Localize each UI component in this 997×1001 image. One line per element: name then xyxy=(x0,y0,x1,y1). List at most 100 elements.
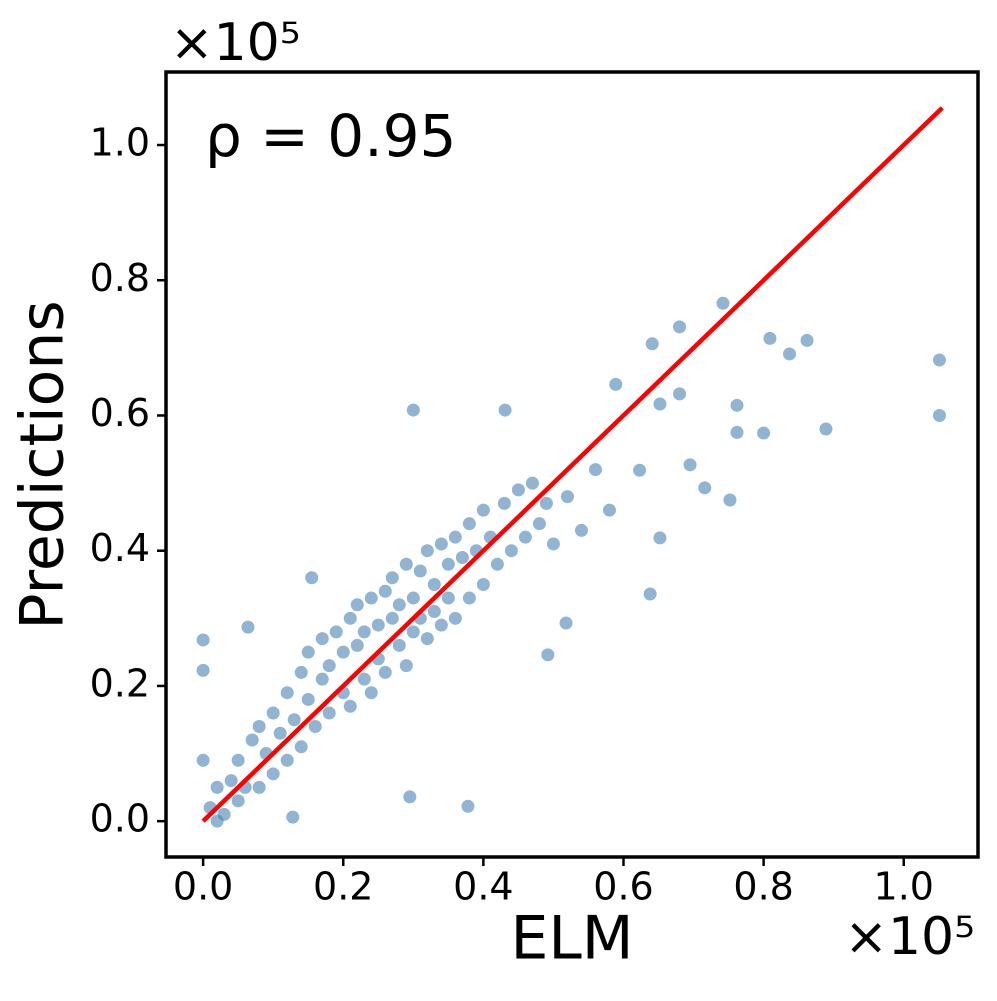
scatter-point xyxy=(385,611,399,625)
scatter-point xyxy=(698,481,712,495)
scatter-point xyxy=(559,616,573,630)
y-offset-text: ×10⁵ xyxy=(170,13,301,73)
scatter-point xyxy=(932,353,946,367)
scatter-point xyxy=(427,605,441,619)
y-tick-label: 0.8 xyxy=(90,256,150,300)
scatter-point xyxy=(653,531,667,545)
scatter-point xyxy=(364,686,378,700)
scatter-point xyxy=(305,571,319,585)
x-offset-text: ×10⁵ xyxy=(844,907,975,967)
scatter-point xyxy=(329,625,343,639)
scatter-point xyxy=(357,672,371,686)
scatter-point xyxy=(364,591,378,605)
scatter-point xyxy=(532,517,546,531)
scatter-point xyxy=(406,625,420,639)
y-tick-label: 0.6 xyxy=(90,391,150,435)
x-tick-label: 0.6 xyxy=(593,865,653,909)
scatter-point xyxy=(462,591,476,605)
scatter-point xyxy=(217,807,231,821)
x-tick-label: 1.0 xyxy=(874,865,934,909)
scatter-point xyxy=(757,426,771,440)
scatter-point xyxy=(196,753,210,767)
annotation: ρ = 0.95 xyxy=(205,102,456,170)
scatter-point xyxy=(286,810,300,824)
scatter-point xyxy=(560,490,574,504)
scatter-point xyxy=(525,476,539,490)
scatter-point xyxy=(315,672,329,686)
scatter-point xyxy=(609,377,623,391)
scatter-point xyxy=(406,591,420,605)
scatter-point xyxy=(399,557,413,571)
x-tick-label: 0.0 xyxy=(173,865,233,909)
scatter-point xyxy=(403,790,417,804)
scatter-point xyxy=(378,665,392,679)
scatter-point xyxy=(455,550,469,564)
scatter-point xyxy=(231,794,245,808)
scatter-point xyxy=(800,333,814,347)
scatter-point xyxy=(294,665,308,679)
scatter-point xyxy=(308,720,322,734)
scatter-point xyxy=(497,496,511,510)
scatter-point xyxy=(280,753,294,767)
x-tick-label: 0.8 xyxy=(733,865,793,909)
scatter-point xyxy=(730,425,744,439)
scatter-point xyxy=(357,625,371,639)
scatter-point xyxy=(498,403,512,417)
y-axis-label: Predictions xyxy=(8,300,78,629)
scatter-point xyxy=(448,530,462,544)
scatter-point xyxy=(301,692,315,706)
scatter-point xyxy=(434,618,448,632)
scatter-point xyxy=(588,463,602,477)
scatter-point xyxy=(539,496,553,510)
scatter-point xyxy=(673,320,687,334)
scatter-point xyxy=(301,645,315,659)
scatter-point xyxy=(476,503,490,517)
scatter-point xyxy=(245,733,259,747)
scatter-point xyxy=(399,659,413,673)
scatter-point xyxy=(434,537,448,551)
scatter-point xyxy=(546,537,560,551)
scatter-point xyxy=(231,753,245,767)
scatter-point xyxy=(224,774,238,788)
scatter-point xyxy=(385,571,399,585)
scatter-point xyxy=(371,618,385,632)
scatter-point xyxy=(280,686,294,700)
scatter-point xyxy=(683,458,697,472)
scatter-point xyxy=(287,713,301,727)
scatter-point xyxy=(643,587,657,601)
scatter-point xyxy=(574,523,588,537)
scatter-point xyxy=(343,611,357,625)
scatter-point xyxy=(322,659,336,673)
scatter-point xyxy=(241,620,255,634)
x-tick-label: 0.4 xyxy=(453,865,513,909)
scatter-point xyxy=(633,463,647,477)
y-tick-label: 1.0 xyxy=(90,121,150,165)
scatter-point xyxy=(723,493,737,507)
scatter-point xyxy=(541,648,555,662)
plot-frame xyxy=(164,70,980,859)
scatter-point xyxy=(602,503,616,517)
scatter-point xyxy=(273,726,287,740)
scatter-point xyxy=(490,557,504,571)
scatter-point xyxy=(420,632,434,646)
scatter-point xyxy=(315,632,329,646)
scatter-point xyxy=(716,296,730,310)
scatter-point xyxy=(392,638,406,652)
scatter-point xyxy=(730,398,744,412)
scatter-point xyxy=(350,598,364,612)
scatter-point xyxy=(336,645,350,659)
scatter-point xyxy=(392,598,406,612)
identity-line xyxy=(201,106,944,823)
scatter-point xyxy=(378,584,392,598)
scatter-point xyxy=(448,611,462,625)
scatter-point xyxy=(653,397,667,411)
x-axis-label: ELM xyxy=(510,904,633,974)
scatter-point xyxy=(819,422,833,436)
scatter-point xyxy=(504,544,518,558)
scatter-point xyxy=(210,780,224,794)
scatter-point xyxy=(196,663,210,677)
scatter-point xyxy=(932,408,946,422)
scatter-point xyxy=(441,591,455,605)
y-tick-label: 0.4 xyxy=(90,526,150,570)
